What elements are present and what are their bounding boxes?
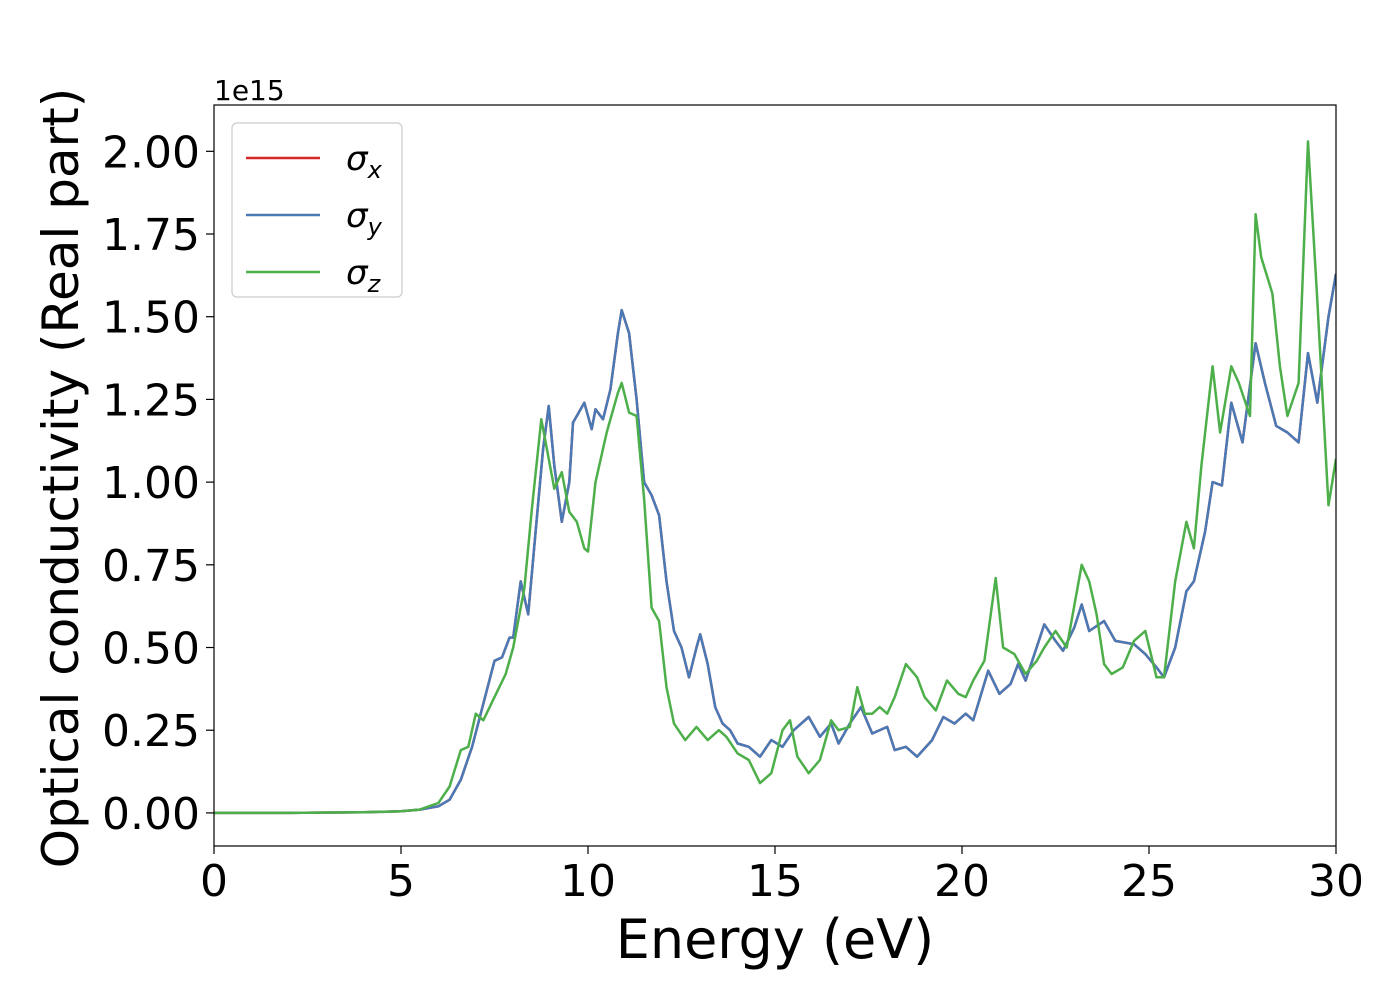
plot-frame	[213, 104, 1337, 847]
x-tick-label: 0	[200, 856, 228, 907]
y-tick-label: 0.75	[102, 541, 200, 592]
offset-label: 1e15	[214, 74, 285, 107]
y-tick-label: 1.75	[102, 210, 200, 261]
legend-label: σz	[346, 253, 382, 298]
legend-label: σy	[346, 196, 383, 241]
x-tick-label: 10	[560, 856, 616, 907]
y-tick-label: 1.50	[102, 293, 200, 344]
x-axis-label: Energy (eV)	[616, 908, 935, 971]
x-tick-label: 25	[1121, 856, 1177, 907]
x-tick-label: 30	[1308, 856, 1364, 907]
y-axis-label: Optical conductivity (Real part)	[32, 88, 90, 869]
legend-box	[231, 122, 403, 298]
series-line	[214, 273, 1336, 815]
series-line	[214, 140, 1336, 815]
y-tick-label: 0.50	[102, 624, 200, 675]
y-tick-label: 0.25	[102, 706, 200, 757]
x-tick-label: 20	[934, 856, 990, 907]
x-tick-label: 15	[747, 856, 803, 907]
y-tick-label: 1.25	[102, 375, 200, 426]
y-tick-label: 2.00	[102, 127, 200, 178]
series-line	[214, 273, 1336, 815]
x-tick-label: 5	[387, 856, 415, 907]
y-tick-label: 0.00	[102, 789, 200, 840]
y-tick-label: 1.00	[102, 458, 200, 509]
legend-label: σx	[346, 139, 383, 184]
